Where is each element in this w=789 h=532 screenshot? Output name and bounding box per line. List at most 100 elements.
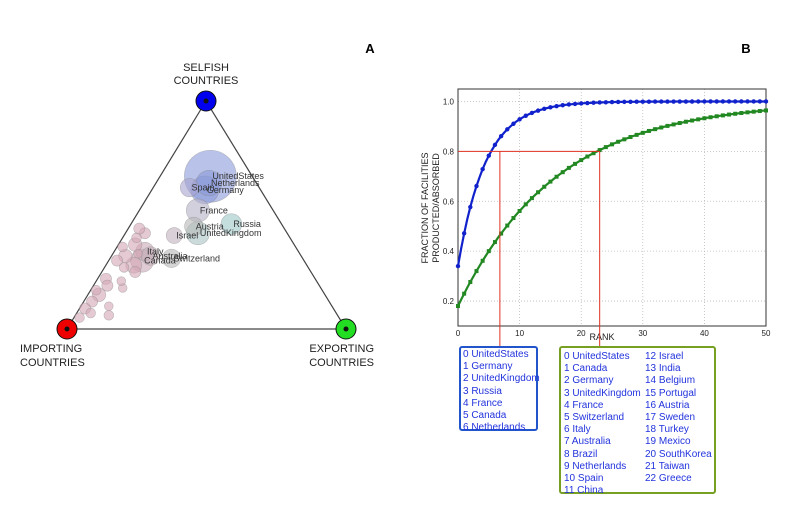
point-absorbing xyxy=(653,127,658,132)
y-tick-label: 0.8 xyxy=(443,147,455,156)
point-absorbing xyxy=(585,154,590,159)
point-producing xyxy=(622,99,627,105)
point-absorbing xyxy=(616,139,621,144)
legend-absorbing-item: 6 Italy xyxy=(564,424,591,436)
point-producing xyxy=(505,127,510,132)
legend-absorbing-item: 4 France xyxy=(564,399,604,411)
legend-absorbing-item: 3 UnitedKingdom xyxy=(564,387,641,399)
legend-absorbing-item: 2 Germany xyxy=(564,375,614,387)
point-absorbing xyxy=(603,145,608,150)
point-producing xyxy=(486,153,491,158)
legend-absorbing-item: 20 SouthKorea xyxy=(645,448,712,460)
vertex-left-label-line1: IMPORTING xyxy=(20,343,82,355)
point-producing xyxy=(572,101,578,107)
bubble-unlabeled xyxy=(104,301,114,311)
point-absorbing xyxy=(708,115,713,120)
point-producing xyxy=(683,99,689,104)
legend-connectors xyxy=(499,151,601,346)
point-producing xyxy=(566,102,572,107)
point-absorbing xyxy=(727,112,732,117)
legend-absorbing-item: 8 Brazil xyxy=(564,448,598,460)
bubble-austria xyxy=(184,216,204,236)
bubble-label-switzerland: Switzerland xyxy=(173,253,220,263)
legend-producing-item: 2 UnitedKingdom xyxy=(463,373,540,385)
legend-producing: 0 UnitedStates 1 Germany 2 UnitedKingdom 3 … xyxy=(459,346,540,434)
series-line-absorbing xyxy=(457,109,767,307)
point-absorbing xyxy=(523,202,528,207)
point-producing xyxy=(745,99,750,104)
y-axis-label-line1: FRACTION OF FACILITIES xyxy=(420,152,430,263)
x-tick-label: 30 xyxy=(638,329,647,338)
point-absorbing xyxy=(480,258,485,263)
point-producing xyxy=(511,121,516,126)
bubble-unlabeled xyxy=(111,254,123,267)
point-absorbing xyxy=(560,170,565,175)
bubble-switzerland xyxy=(161,248,181,268)
legend-producing-item: 1 Germany xyxy=(463,361,513,373)
point-producing xyxy=(474,183,479,189)
x-tick-label: 20 xyxy=(577,329,586,338)
point-absorbing xyxy=(554,174,559,179)
vertex-right-dot xyxy=(343,326,349,332)
legend-absorbing-item: 9 Netherlands xyxy=(564,460,627,472)
point-absorbing xyxy=(690,118,695,123)
point-producing xyxy=(659,99,664,104)
point-producing xyxy=(757,99,763,104)
point-absorbing xyxy=(573,161,578,166)
legend-absorbing-item: 10 Spain xyxy=(564,473,604,485)
point-absorbing xyxy=(659,125,664,130)
bubble-label-austria: Austria xyxy=(196,221,224,231)
bubble-label-unitedkingdom: UnitedKingdom xyxy=(200,228,262,238)
point-producing xyxy=(739,99,744,104)
point-producing xyxy=(517,117,522,122)
point-producing xyxy=(480,166,485,172)
bubble-russia xyxy=(220,213,243,235)
point-producing xyxy=(461,231,467,236)
point-producing xyxy=(609,99,615,105)
legend-absorbing-item: 7 Australia xyxy=(564,436,611,448)
point-producing xyxy=(492,142,498,148)
point-absorbing xyxy=(597,148,602,153)
legend-absorbing-item: 15 Portugal xyxy=(645,387,697,399)
point-absorbing xyxy=(499,231,504,236)
bubble-label-australia: Australia xyxy=(153,251,188,261)
legend-absorbing-item: 12 Israel xyxy=(645,351,684,362)
point-absorbing xyxy=(511,216,516,221)
legend-producing-item: 4 France xyxy=(463,397,503,409)
legend-absorbing-item: 0 UnitedStates xyxy=(564,351,630,362)
legend-absorbing-item: 14 Belgium xyxy=(645,375,696,387)
y-axis-label-group: FRACTION OF FACILITIES PRODUCTED/ABSORBED xyxy=(420,152,441,263)
point-absorbing xyxy=(640,130,645,135)
point-producing xyxy=(529,110,535,116)
point-absorbing xyxy=(733,111,738,116)
point-absorbing xyxy=(505,223,510,228)
legend-absorbing-item: 1 Canada xyxy=(564,363,608,375)
point-producing xyxy=(597,100,602,105)
point-producing xyxy=(523,113,528,118)
x-tick-label: 50 xyxy=(762,329,771,338)
legend-absorbing-item: 19 Mexico xyxy=(645,436,691,448)
bubble-label-canada: Canada xyxy=(144,256,176,266)
bubble-unlabeled xyxy=(117,241,128,253)
bubble-unlabeled xyxy=(129,266,142,278)
y-axis-label-line2: PRODUCTED/ABSORBED xyxy=(431,153,441,263)
vertex-top-label-line1: SELFISH xyxy=(183,62,229,74)
point-absorbing xyxy=(462,291,467,296)
point-producing xyxy=(763,99,769,104)
vertex-left-label-line2: COUNTRIES xyxy=(20,357,85,369)
legend-absorbing-item: 11 China xyxy=(564,485,604,497)
point-producing xyxy=(585,100,590,106)
point-producing xyxy=(535,108,541,113)
bubble-unlabeled xyxy=(91,285,102,296)
bubble-label-france: France xyxy=(200,205,228,215)
legend-producing-item: 6 Netherlands xyxy=(463,422,526,434)
bubble-label-russia: Russia xyxy=(233,219,261,229)
point-absorbing xyxy=(566,165,571,170)
point-absorbing xyxy=(757,109,762,114)
bubble-unlabeled xyxy=(133,249,143,259)
point-producing xyxy=(498,134,504,139)
point-absorbing xyxy=(714,114,719,119)
